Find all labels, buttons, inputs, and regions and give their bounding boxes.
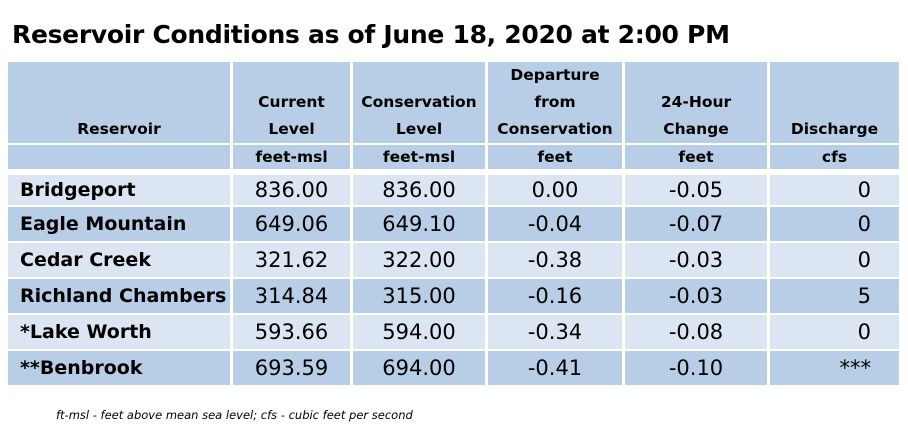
reservoir-table: Reservoir Current Level Conservation Lev…	[8, 62, 899, 385]
current-level-cell: 649.06	[230, 205, 350, 241]
table-row: Eagle Mountain 649.06 649.10 -0.04 -0.07…	[8, 205, 899, 241]
reservoir-name: Bridgeport	[8, 169, 230, 205]
discharge-cell: 5	[767, 277, 899, 313]
conservation-level-cell: 836.00	[350, 169, 485, 205]
change-cell: -0.05	[622, 169, 767, 205]
header-row: Reservoir Current Level Conservation Lev…	[8, 62, 899, 143]
table-row: Cedar Creek 321.62 322.00 -0.38 -0.03 0	[8, 241, 899, 277]
current-level-cell: 836.00	[230, 169, 350, 205]
departure-cell: -0.04	[485, 205, 622, 241]
reservoir-name: *Lake Worth	[8, 313, 230, 349]
header-line: Change	[663, 120, 729, 138]
header-line: Level	[268, 120, 315, 138]
header-line: Reservoir	[77, 120, 161, 138]
reservoir-name: Richland Chambers	[8, 277, 230, 313]
column-header-discharge: Discharge	[767, 62, 899, 143]
unit-reservoir	[8, 143, 230, 169]
header-line: from	[534, 93, 576, 111]
column-header-conservation-level: Conservation Level	[350, 62, 485, 143]
discharge-cell: 0	[767, 205, 899, 241]
current-level-cell: 593.66	[230, 313, 350, 349]
table-row: Bridgeport 836.00 836.00 0.00 -0.05 0	[8, 169, 899, 205]
current-level-cell: 314.84	[230, 277, 350, 313]
unit-current-level: feet-msl	[230, 143, 350, 169]
departure-cell: -0.38	[485, 241, 622, 277]
reservoir-name: Eagle Mountain	[8, 205, 230, 241]
header-line: Departure	[510, 66, 600, 84]
unit-discharge: cfs	[767, 143, 899, 169]
change-cell: -0.07	[622, 205, 767, 241]
header-line: Conservation	[361, 93, 477, 111]
header-line: Discharge	[790, 120, 879, 138]
page-title: Reservoir Conditions as of June 18, 2020…	[12, 20, 730, 49]
discharge-cell: 0	[767, 169, 899, 205]
reservoir-name: **Benbrook	[8, 349, 230, 385]
conservation-level-cell: 594.00	[350, 313, 485, 349]
table-row: **Benbrook 693.59 694.00 -0.41 -0.10 ***	[8, 349, 899, 385]
current-level-cell: 321.62	[230, 241, 350, 277]
header-line: Conservation	[497, 120, 613, 138]
change-cell: -0.10	[622, 349, 767, 385]
column-header-departure: Departure from Conservation	[485, 62, 622, 143]
column-header-reservoir: Reservoir	[8, 62, 230, 143]
change-cell: -0.03	[622, 241, 767, 277]
footnote: ft-msl - feet above mean sea level; cfs …	[56, 408, 413, 422]
header-line: 24-Hour	[660, 93, 732, 111]
header-line: Current	[258, 93, 325, 111]
column-header-current-level: Current Level	[230, 62, 350, 143]
header-line: Level	[395, 120, 443, 138]
conservation-level-cell: 694.00	[350, 349, 485, 385]
unit-24-hour-change: feet	[622, 143, 767, 169]
conservation-level-cell: 315.00	[350, 277, 485, 313]
current-level-cell: 693.59	[230, 349, 350, 385]
departure-cell: -0.41	[485, 349, 622, 385]
discharge-cell: ***	[767, 349, 899, 385]
change-cell: -0.08	[622, 313, 767, 349]
table-row: *Lake Worth 593.66 594.00 -0.34 -0.08 0	[8, 313, 899, 349]
conservation-level-cell: 649.10	[350, 205, 485, 241]
unit-departure: feet	[485, 143, 622, 169]
departure-cell: -0.16	[485, 277, 622, 313]
column-header-24-hour-change: 24-Hour Change	[622, 62, 767, 143]
unit-conservation-level: feet-msl	[350, 143, 485, 169]
discharge-cell: 0	[767, 313, 899, 349]
discharge-cell: 0	[767, 241, 899, 277]
conservation-level-cell: 322.00	[350, 241, 485, 277]
units-row: feet-msl feet-msl feet feet cfs	[8, 143, 899, 169]
departure-cell: 0.00	[485, 169, 622, 205]
reservoir-name: Cedar Creek	[8, 241, 230, 277]
table-row: Richland Chambers 314.84 315.00 -0.16 -0…	[8, 277, 899, 313]
departure-cell: -0.34	[485, 313, 622, 349]
change-cell: -0.03	[622, 277, 767, 313]
